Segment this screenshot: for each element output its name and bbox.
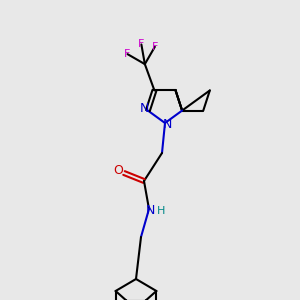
Text: N: N [140, 102, 150, 115]
Text: N: N [162, 118, 172, 131]
Text: N: N [145, 205, 155, 218]
Text: H: H [157, 206, 165, 216]
Text: O: O [113, 164, 123, 178]
Text: F: F [138, 39, 145, 50]
Text: F: F [124, 49, 131, 59]
Text: F: F [152, 42, 158, 52]
